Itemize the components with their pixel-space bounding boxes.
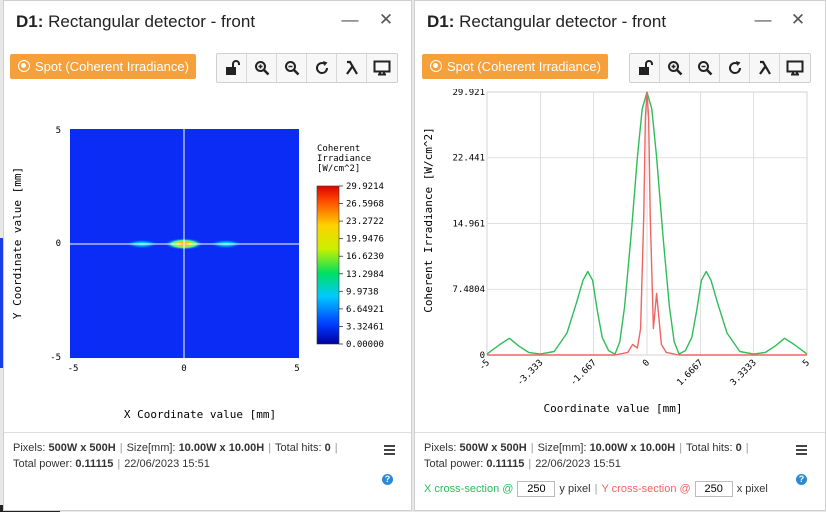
colorbar-tick-label: 26.5968 — [346, 200, 384, 210]
footer-line-2: Total power: 0.11115 | 22/06/2023 15:51 — [13, 458, 210, 470]
info-footer: Pixels: 500W x 500H | Size[mm]: 10.00W x 1… — [415, 432, 825, 510]
plot-toolbar — [629, 53, 811, 83]
zoom-out-icon[interactable] — [690, 54, 720, 82]
monitor-icon[interactable] — [780, 54, 810, 82]
y-tick-label: 14.961 — [452, 219, 485, 229]
minimize-icon[interactable]: — — [341, 10, 359, 29]
wavelength-icon[interactable] — [337, 54, 367, 82]
cross-section-controls: X cross-section @y pixel|Y cross-section… — [424, 481, 768, 497]
y-cross-section-unit: x pixel — [736, 483, 768, 495]
colorbar — [316, 185, 340, 345]
zoom-in-icon[interactable] — [660, 54, 690, 82]
colorbar-tick-label: 3.32461 — [346, 322, 384, 332]
unlock-icon[interactable] — [630, 54, 660, 82]
hamburger-menu-icon[interactable] — [384, 445, 395, 457]
colorbar-tick-label: 6.64921 — [346, 305, 384, 315]
colorbar-tick-label: 23.2722 — [346, 217, 384, 227]
x-cross-section-input[interactable] — [517, 481, 556, 497]
x-tick-label: 5 — [801, 358, 812, 369]
x-tick-label: -3.333 — [515, 358, 545, 388]
x-tick-label: 0 — [641, 358, 652, 369]
colorbar-title: [W/cm^2] — [317, 164, 360, 174]
detector-window-cross-section: D1: Rectangular detector - front — ✕ Spo… — [414, 0, 826, 511]
y-tick-label: -5 — [50, 353, 61, 363]
colorbar-title: Coherent — [317, 144, 360, 154]
colorbar-tick-label: 13.2984 — [346, 270, 384, 280]
spot-coherent-irradiance-button[interactable]: Spot (Coherent Irradiance) — [422, 54, 608, 79]
x-axis-label: X Coordinate value [mm] — [124, 408, 276, 421]
colorbar-title: Irradiance — [317, 154, 371, 164]
colorbar-tick-label: 16.6230 — [346, 252, 384, 262]
colorbar-tick-label: 9.9738 — [346, 287, 379, 297]
y-tick-label: 5 — [56, 126, 61, 136]
spot-icon — [430, 60, 442, 72]
y-tick-label: 0 — [480, 351, 485, 361]
x-tick-label: 5 — [294, 364, 299, 374]
x-axis-label: Coordinate value [mm] — [543, 402, 682, 415]
info-footer: Pixels: 500W x 500H | Size[mm]: 10.00W x 1… — [4, 432, 411, 510]
y-cross-section-label: Y cross-section @ — [601, 483, 691, 495]
footer-line-1: Pixels: 500W x 500H | Size[mm]: 10.00W x 1… — [13, 442, 338, 454]
window-title: D1: Rectangular detector - front — [16, 12, 256, 31]
y-tick-label: 29.921 — [452, 89, 485, 98]
title-bar[interactable]: D1: Rectangular detector - front — ✕ — [4, 1, 411, 41]
spot-heatmap-plot[interactable]: 5 0 -5 -5 0 5 X Coordinate value [mm] Y … — [4, 106, 413, 426]
close-icon[interactable]: ✕ — [790, 10, 806, 29]
refresh-icon[interactable] — [720, 54, 750, 82]
colorbar-tick-label: 29.9214 — [346, 182, 384, 192]
y-axis-label: Coherent Irradiance [W/cm^2] — [422, 127, 435, 312]
unlock-icon[interactable] — [217, 54, 247, 82]
monitor-icon[interactable] — [367, 54, 397, 82]
spot-icon — [18, 60, 30, 72]
y-cross-section-input[interactable] — [694, 481, 733, 497]
x-tick-label: 0 — [181, 364, 186, 374]
colorbar-tick-label: 0.00000 — [346, 340, 384, 350]
x-tick-label: -5 — [68, 364, 79, 374]
hamburger-menu-icon[interactable] — [796, 445, 807, 457]
zoom-out-icon[interactable] — [277, 54, 307, 82]
y-tick-label: 7.4804 — [452, 285, 485, 295]
y-cross-section-series-line — [487, 91, 807, 356]
title-bar[interactable]: D1: Rectangular detector - front — ✕ — [415, 1, 825, 41]
footer-line-2: Total power: 0.11115 | 22/06/2023 15:51 — [424, 458, 621, 470]
minimize-icon[interactable]: — — [754, 10, 772, 29]
x-tick-label: 1.6667 — [675, 358, 705, 388]
refresh-icon[interactable] — [307, 54, 337, 82]
detector-window-2d: D1: Rectangular detector - front — ✕ Spo… — [3, 0, 412, 511]
close-icon[interactable]: ✕ — [378, 10, 394, 29]
plot-toolbar — [216, 53, 398, 83]
help-icon[interactable]: ? — [382, 474, 393, 485]
y-tick-label: 0 — [56, 239, 61, 249]
x-tick-label: 3.3333 — [729, 358, 759, 388]
window-title: D1: Rectangular detector - front — [427, 12, 667, 31]
help-icon[interactable]: ? — [796, 474, 807, 485]
zoom-in-icon[interactable] — [247, 54, 277, 82]
y-tick-label: 22.441 — [452, 154, 485, 164]
background-window-edge — [0, 238, 3, 368]
x-tick-label: -1.667 — [569, 358, 599, 388]
x-cross-section-unit: y pixel — [559, 483, 591, 495]
colorbar-tick-label: 19.9476 — [346, 235, 384, 245]
x-cross-section-label: X cross-section @ — [424, 483, 514, 495]
cross-section-line-chart[interactable]: -5 -3.333 -1.667 0 1.6667 3.3333 529.92122.441… — [415, 89, 825, 419]
y-axis-label: Y Coordinate value [mm] — [11, 167, 24, 319]
spot-coherent-irradiance-button[interactable]: Spot (Coherent Irradiance) — [10, 54, 196, 79]
wavelength-icon[interactable] — [750, 54, 780, 82]
footer-line-1: Pixels: 500W x 500H | Size[mm]: 10.00W x 1… — [424, 442, 749, 454]
